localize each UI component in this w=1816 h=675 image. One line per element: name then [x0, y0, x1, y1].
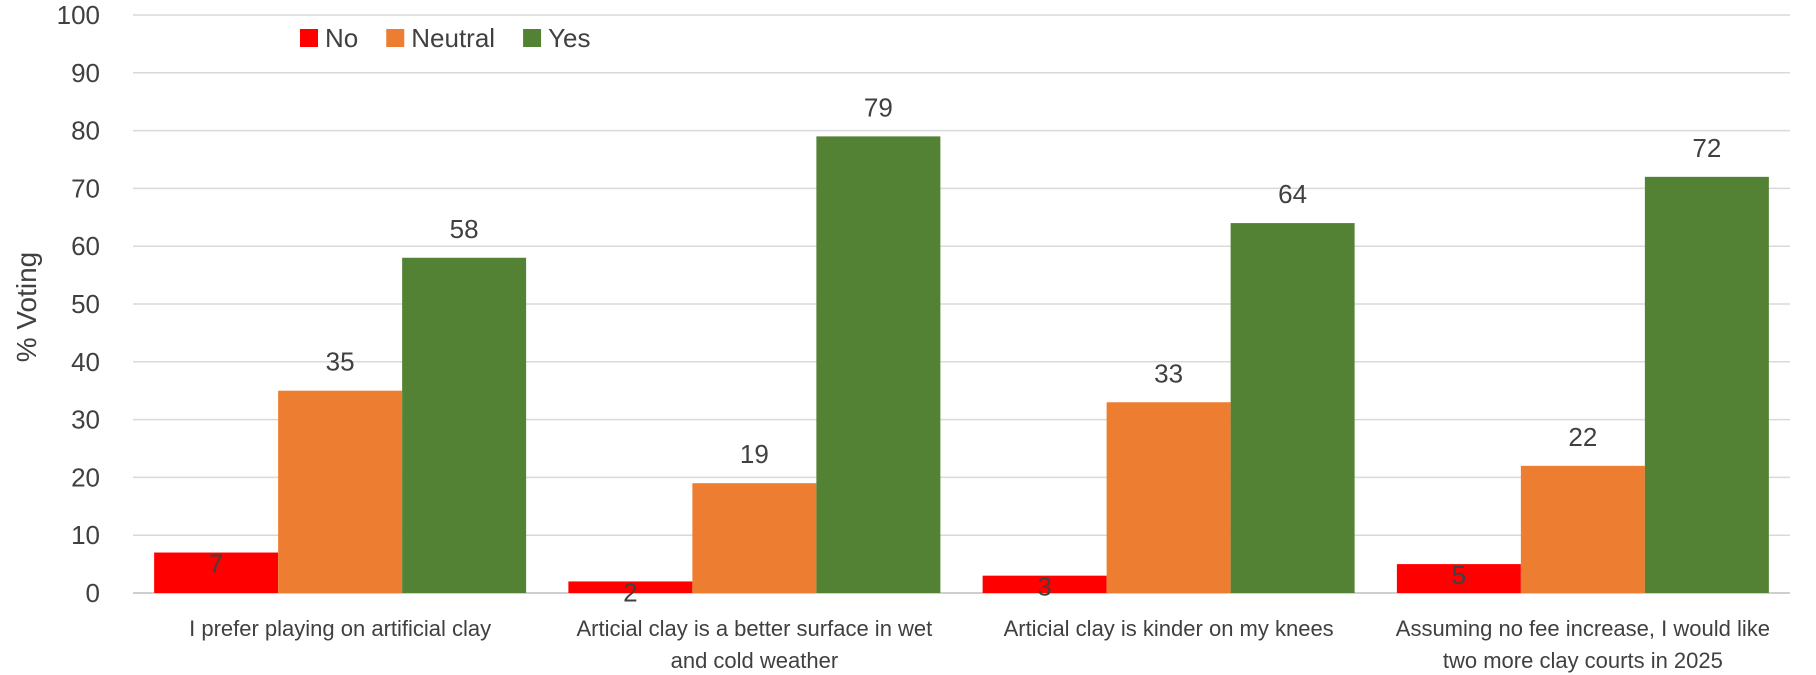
y-tick-label: 30	[71, 405, 100, 435]
data-label: 7	[209, 549, 223, 579]
data-label: 58	[450, 214, 479, 244]
data-label: 22	[1568, 422, 1597, 452]
legend-swatch-no	[300, 29, 318, 47]
y-tick-label: 0	[86, 578, 100, 608]
data-label: 19	[740, 439, 769, 469]
x-category-label: Articial clay is kinder on my knees	[1004, 616, 1334, 641]
legend-label: No	[325, 23, 358, 53]
y-tick-label: 50	[71, 289, 100, 319]
y-tick-label: 20	[71, 462, 100, 492]
x-category-label: two more clay courts in 2025	[1443, 648, 1723, 673]
bar-yes	[1644, 176, 1769, 593]
data-label: 2	[623, 577, 637, 607]
data-label: 64	[1278, 179, 1307, 209]
bar-yes	[1230, 223, 1355, 593]
bar-no	[982, 575, 1107, 593]
y-tick-label: 10	[71, 520, 100, 550]
x-category-label: Articial clay is a better surface in wet	[576, 616, 932, 641]
y-tick-label: 90	[71, 58, 100, 88]
bar-neutral	[1106, 402, 1231, 593]
y-tick-label: 80	[71, 116, 100, 146]
x-category-label: Assuming no fee increase, I would like	[1396, 616, 1770, 641]
y-axis-title: % Voting	[11, 252, 42, 363]
data-label: 5	[1452, 560, 1466, 590]
y-tick-label: 70	[71, 173, 100, 203]
bar-yes	[816, 136, 941, 593]
legend: No Neutral Yes	[300, 23, 591, 53]
bar-no	[1396, 564, 1521, 593]
bars	[154, 136, 1769, 593]
data-label: 72	[1692, 133, 1721, 163]
legend-label: Neutral	[411, 23, 495, 53]
data-label: 35	[326, 347, 355, 377]
data-label: 79	[864, 92, 893, 122]
bar-neutral	[278, 390, 403, 593]
y-axis-ticks: 0 10 20 30 40 50 60 70 80 90 100	[57, 0, 100, 608]
legend-swatch-yes	[523, 29, 542, 47]
y-tick-label: 60	[71, 231, 100, 261]
y-tick-label: 40	[71, 347, 100, 377]
bar-neutral	[1520, 465, 1645, 593]
x-category-label: and cold weather	[671, 648, 839, 673]
bar-no	[568, 581, 693, 593]
bar-no	[154, 552, 279, 593]
x-axis-categories: I prefer playing on artificial clay Artic…	[189, 616, 1770, 673]
legend-label: Yes	[548, 23, 590, 53]
legend-swatch-neutral	[386, 29, 405, 47]
bar-yes	[402, 257, 527, 593]
x-category-label: I prefer playing on artificial clay	[189, 616, 491, 641]
data-label: 33	[1154, 358, 1183, 388]
bar-neutral	[692, 483, 817, 593]
y-tick-label: 100	[57, 0, 100, 30]
data-label: 3	[1037, 572, 1051, 602]
